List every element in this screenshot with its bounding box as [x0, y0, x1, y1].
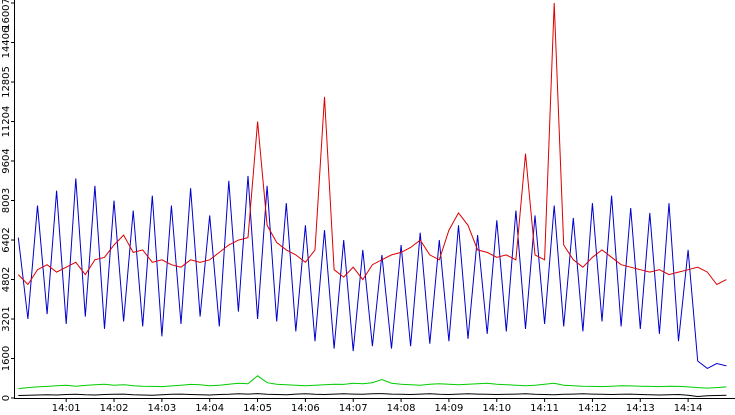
x-tick-label: 14:02 — [100, 403, 129, 414]
y-tick-label: 12805 — [1, 66, 12, 98]
y-tick-label: 9604 — [1, 148, 12, 173]
y-tick-label: 8003 — [1, 188, 12, 213]
x-tick-label: 14:12 — [578, 403, 607, 414]
x-tick-label: 14:06 — [291, 403, 320, 414]
x-tick-label: 14:08 — [387, 403, 416, 414]
series-line — [17, 175, 727, 369]
y-tick-label: 6402 — [1, 227, 12, 252]
x-tick-label: 14:11 — [530, 403, 559, 414]
x-tick-label: 14:13 — [626, 403, 655, 414]
x-tick-label: 14:07 — [339, 403, 368, 414]
y-tick-label: 4802 — [1, 267, 12, 292]
series-line — [17, 2, 727, 286]
x-tick-label: 14:09 — [434, 403, 463, 414]
y-tick-label: 16007 — [1, 0, 12, 30]
y-tick-label: 3201 — [1, 306, 12, 331]
y-tick-label: 1600 — [1, 346, 12, 371]
y-tick-label: 11204 — [1, 106, 12, 138]
x-tick-label: 14:01 — [52, 403, 81, 414]
x-tick-label: 14:05 — [243, 403, 272, 414]
series-line — [18, 393, 727, 398]
x-tick-label: 14:04 — [195, 403, 224, 414]
x-tick-label: 14:14 — [674, 403, 703, 414]
x-tick-label: 14:10 — [482, 403, 511, 414]
y-tick-label: 14406 — [1, 27, 12, 59]
y-tick-label: 0 — [1, 395, 12, 401]
series-line — [18, 375, 727, 390]
x-tick-label: 14:03 — [147, 403, 176, 414]
